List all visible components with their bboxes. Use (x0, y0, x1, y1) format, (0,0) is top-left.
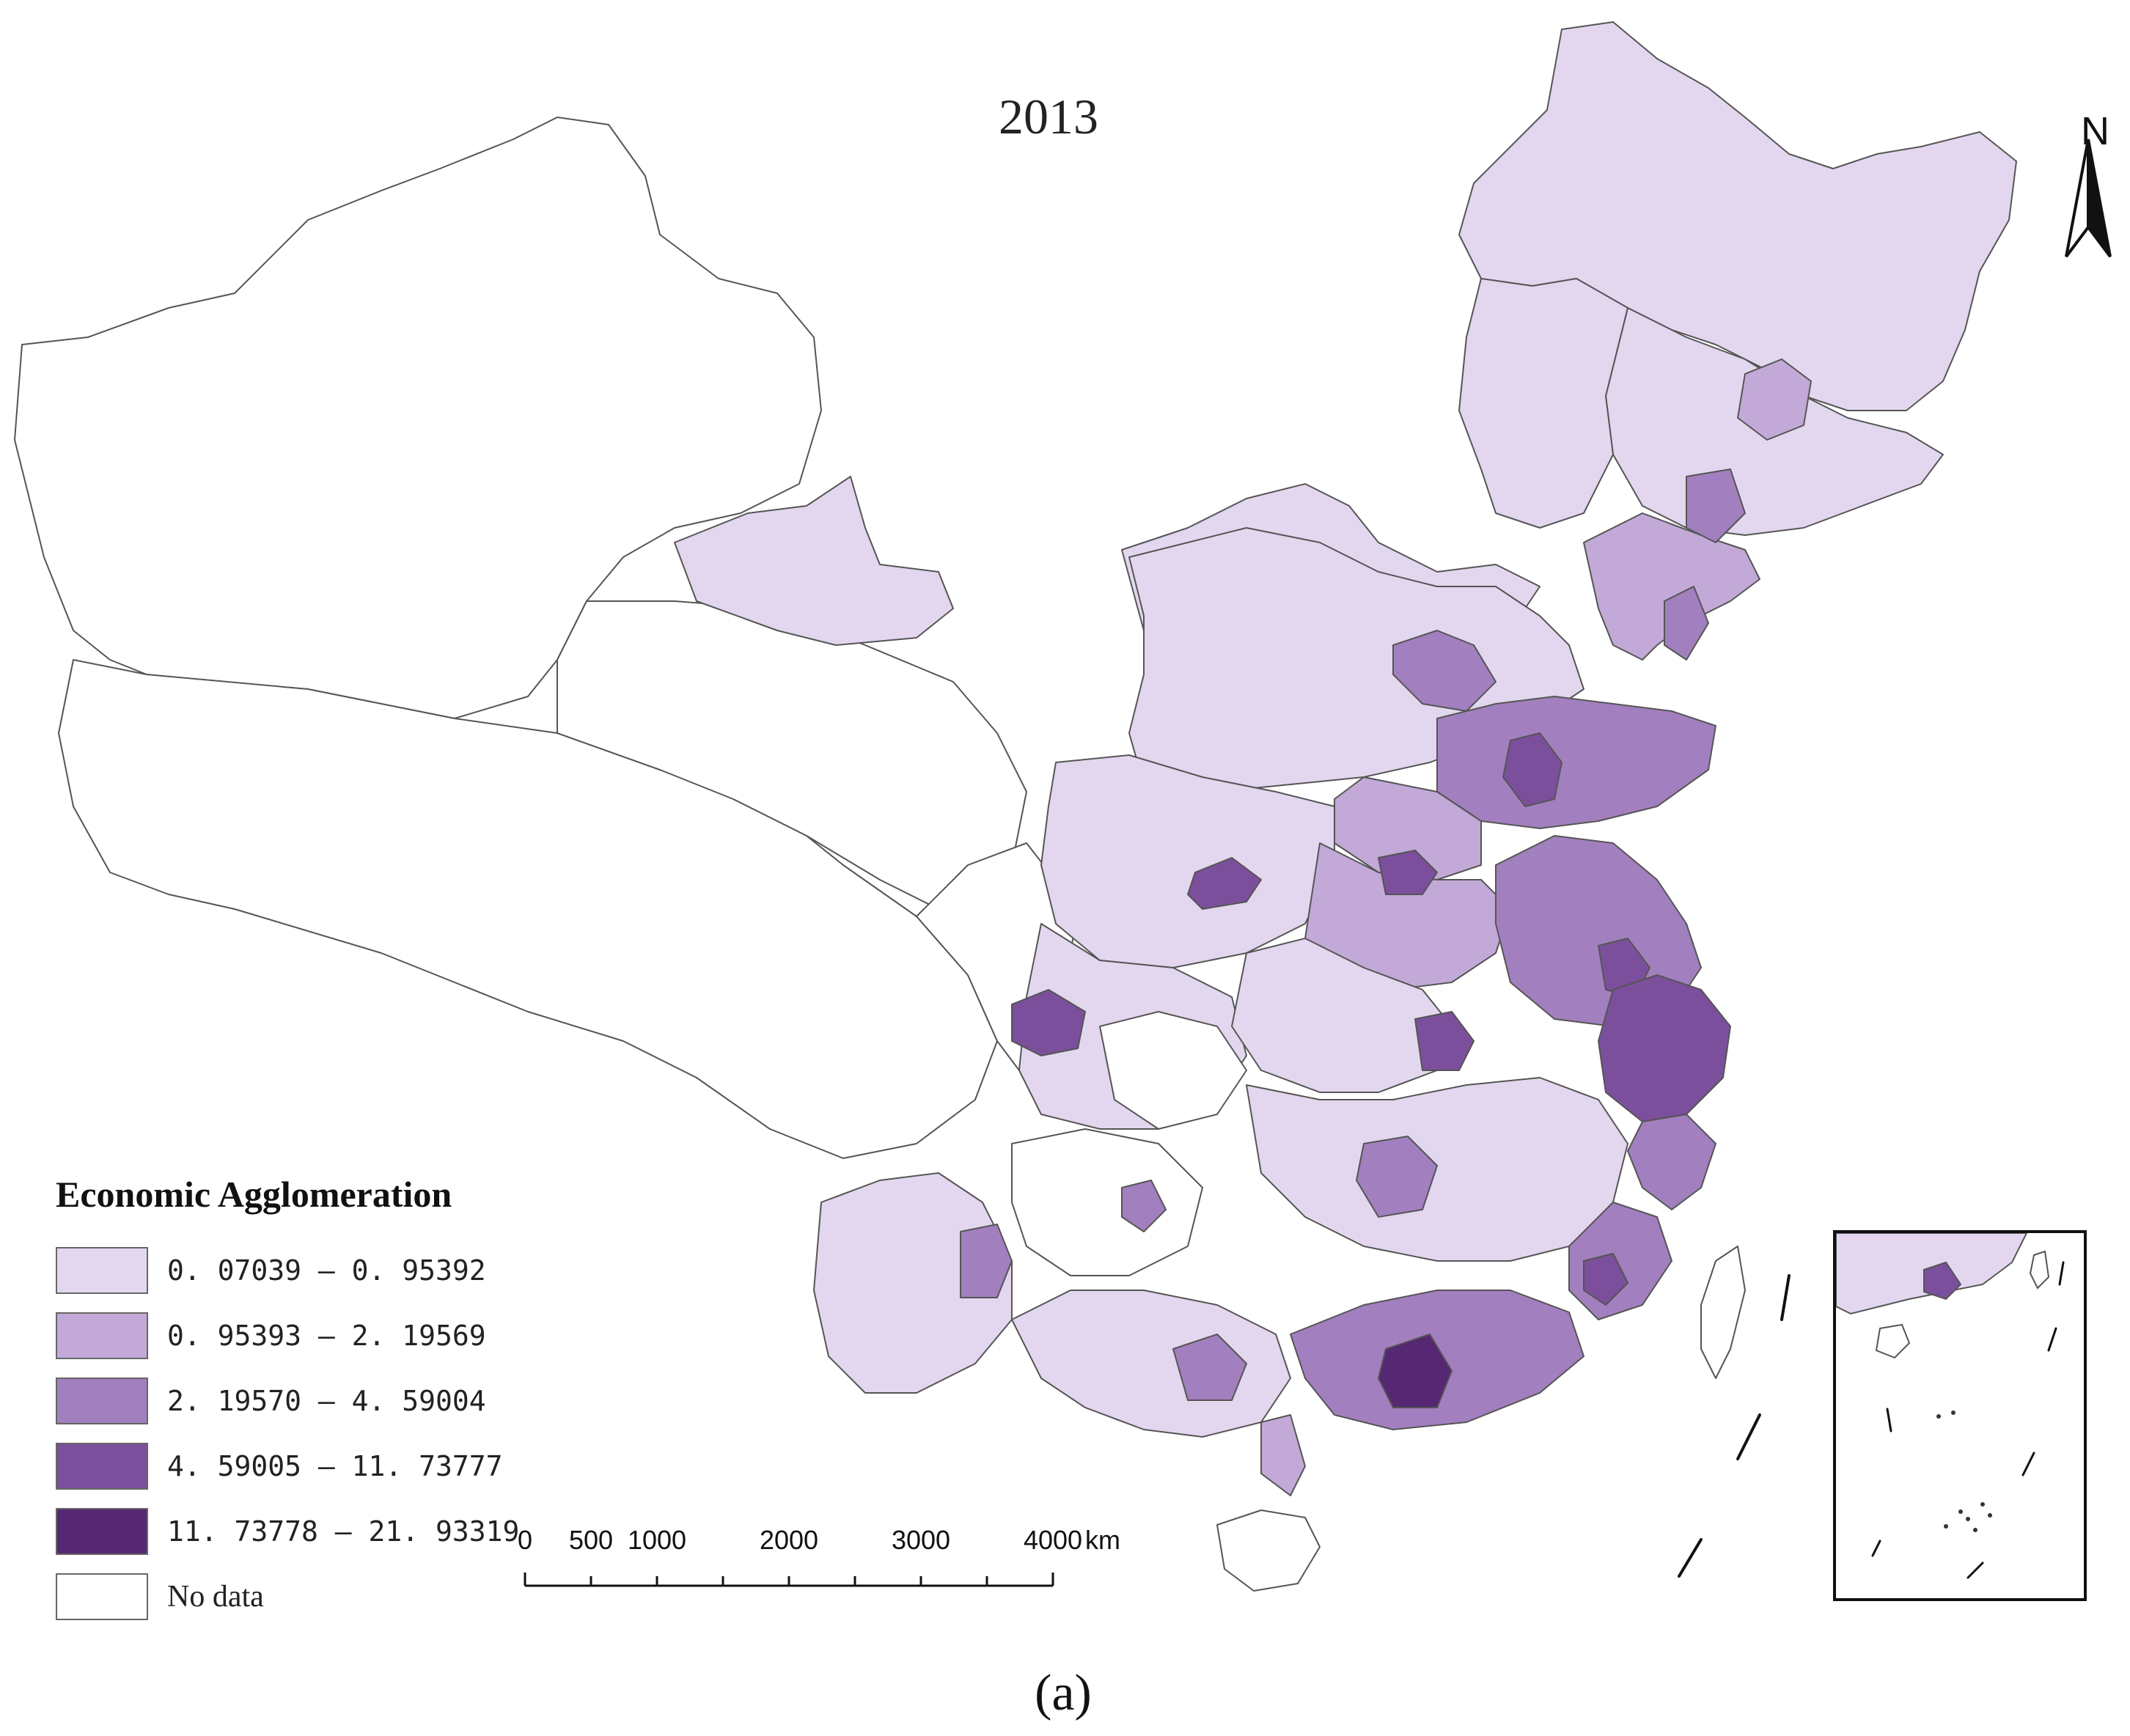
legend-item: 11. 73778 — 21. 93319 (56, 1498, 525, 1564)
region-xinjiang (14, 117, 822, 719)
region-taiwan (1700, 1246, 1746, 1379)
region-wuhan (1414, 1011, 1475, 1071)
region-shandong (1436, 696, 1716, 829)
figure-caption: (a) (1035, 1665, 1092, 1721)
scale-unit: km (1085, 1525, 1120, 1555)
legend-item: 0. 95393 — 2. 19569 (56, 1303, 525, 1368)
scale-tick-label: 0 (517, 1525, 533, 1555)
legend-item: 2. 19570 — 4. 59004 (56, 1368, 525, 1433)
region-inner-mongolia-west (674, 476, 954, 646)
legend-label: 4. 59005 — 11. 73777 (167, 1449, 503, 1482)
region-dalian (1664, 586, 1709, 661)
region-hunan-jiangxi (1246, 1077, 1628, 1262)
legend: Economic Agglomeration 0. 07039 — 0. 953… (56, 1173, 525, 1629)
legend-item: 4. 59005 — 11. 73777 (56, 1433, 525, 1498)
scale-tick-label: 2000 (759, 1525, 819, 1555)
scale-tick-label: 3000 (891, 1525, 951, 1555)
legend-item: 0. 07039 — 0. 95392 (56, 1237, 525, 1303)
region-guangzhou-shenzhen (1378, 1334, 1453, 1408)
scale-tick-label: 4000 (1023, 1525, 1083, 1555)
scale-bar-line (524, 1573, 1054, 1587)
region-nanning (1172, 1334, 1247, 1401)
legend-swatch (56, 1377, 148, 1424)
scale-tick-label: 1000 (627, 1525, 687, 1555)
region-xiamen (1583, 1253, 1628, 1306)
region-shanxi-shaanxi (1040, 754, 1335, 968)
inset-map (1836, 1233, 2065, 1579)
region-kunming (960, 1224, 1013, 1298)
legend-swatch (56, 1573, 148, 1620)
legend-swatch (56, 1312, 148, 1359)
north-arrow-icon (2065, 139, 2112, 258)
region-heilongjiang (1458, 21, 2017, 411)
legend-title: Economic Agglomeration (56, 1174, 452, 1215)
legend-swatch (56, 1442, 148, 1490)
map-title: 2013 (999, 89, 1098, 144)
legend-label: 2. 19570 — 4. 59004 (167, 1384, 486, 1417)
north-label: N (2081, 109, 2109, 153)
region-changsha (1356, 1136, 1438, 1218)
region-hainan (1216, 1509, 1321, 1592)
legend-item: No data (56, 1564, 525, 1629)
region-leizhou (1260, 1414, 1306, 1496)
region-liaoning (1583, 512, 1760, 661)
legend-label: 0. 07039 — 0. 95392 (167, 1254, 486, 1287)
legend-swatch (56, 1246, 148, 1294)
region-beijing-tianjin (1392, 630, 1496, 712)
region-jinan (1502, 732, 1562, 807)
region-yunnan (813, 1172, 1013, 1394)
region-chongqing (1099, 1011, 1247, 1130)
region-changchun (1737, 358, 1812, 441)
scale-tick-label: 500 (568, 1525, 614, 1555)
region-shanghai-zhejiang (1598, 974, 1731, 1122)
region-shenyang (1686, 468, 1746, 543)
region-guangxi (1011, 1290, 1291, 1438)
region-zhengzhou (1378, 850, 1438, 895)
south-china-sea-inset (1833, 1230, 2087, 1601)
region-guiyang (1121, 1180, 1167, 1232)
region-xian (1187, 857, 1262, 910)
region-guizhou (1011, 1128, 1203, 1276)
scale-bar: 0 500 1000 2000 3000 4000 km (517, 1525, 1147, 1598)
region-chengdu (1011, 989, 1086, 1056)
legend-label: 0. 95393 — 2. 19569 (167, 1319, 486, 1352)
legend-label: 11. 73778 — 21. 93319 (167, 1515, 520, 1548)
legend-swatch (56, 1507, 148, 1555)
region-zhejiang-south (1627, 1114, 1716, 1210)
legend-label: No data (167, 1579, 264, 1614)
region-inner-mongolia-east (1458, 278, 1628, 529)
